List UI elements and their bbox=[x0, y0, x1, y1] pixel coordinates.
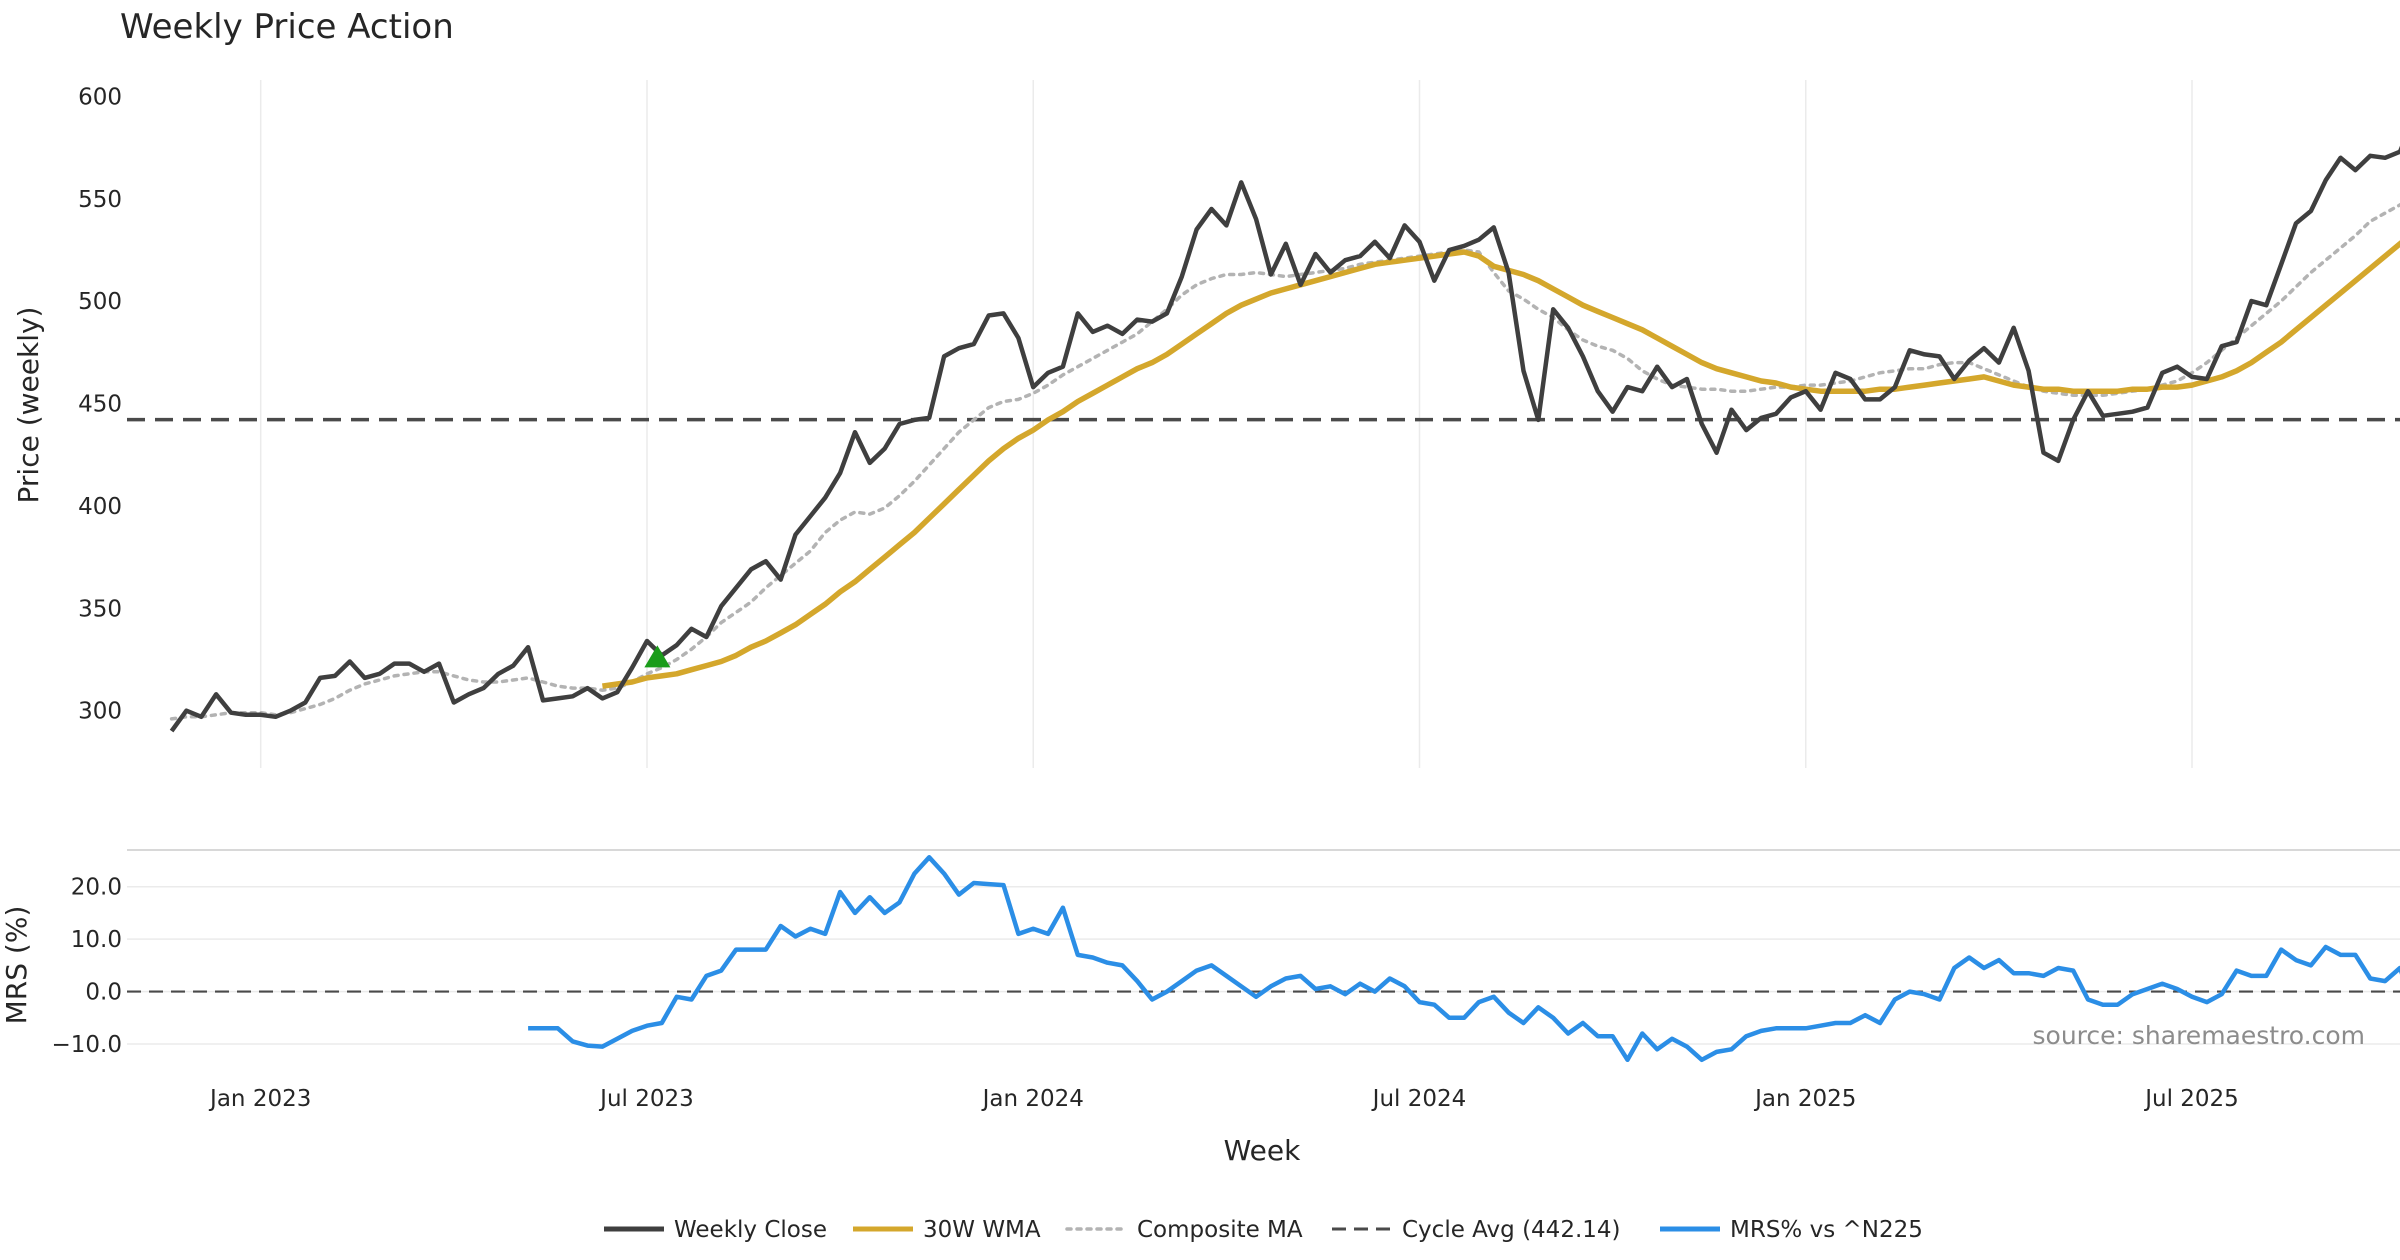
source-label: source: sharemaestro.com bbox=[2033, 1021, 2366, 1050]
chart-title: Weekly Price Action bbox=[120, 7, 454, 47]
mrs-ytick-label: 10.0 bbox=[71, 927, 122, 953]
price-panel: Price (weekly) 300 350 400 450 500 550 600 bbox=[12, 80, 2400, 768]
wma-30w-line bbox=[602, 240, 2400, 689]
price-ytick-label: 500 bbox=[78, 289, 122, 315]
legend-label: MRS% vs ^N225 bbox=[1730, 1217, 1923, 1243]
weekly-close-line bbox=[169, 145, 2400, 733]
price-ytick-label: 300 bbox=[78, 699, 122, 725]
xtick-label: Jul 2024 bbox=[1371, 1086, 1467, 1112]
price-ytick-label: 450 bbox=[78, 392, 122, 418]
mrs-axis-title: MRS (%) bbox=[0, 906, 33, 1025]
x-axis-title: Week bbox=[1224, 1134, 1301, 1167]
legend-label: Composite MA bbox=[1137, 1217, 1303, 1243]
legend: Weekly Close 30W WMA Composite MA Cycle Avg… bbox=[604, 1217, 1923, 1243]
composite-ma-line bbox=[169, 202, 2400, 721]
mrs-ytick-label: −10.0 bbox=[52, 1032, 122, 1058]
mrs-ytick-label: 0.0 bbox=[85, 980, 122, 1006]
price-ytick-label: 600 bbox=[78, 84, 122, 110]
xtick-label: Jan 2024 bbox=[981, 1086, 1084, 1112]
price-ytick-label: 350 bbox=[78, 596, 122, 622]
mrs-ytick-label: 20.0 bbox=[71, 875, 122, 901]
price-ytick-label: 400 bbox=[78, 494, 122, 520]
buy-signal-marker bbox=[644, 645, 671, 668]
legend-label: Weekly Close bbox=[674, 1217, 827, 1243]
xtick-label: Jan 2023 bbox=[208, 1086, 311, 1112]
mrs-line bbox=[528, 855, 2400, 1063]
legend-label: 30W WMA bbox=[923, 1217, 1041, 1243]
mrs-panel: MRS (%) −10.0 0.0 10.0 20.0 bbox=[0, 849, 2400, 1063]
xtick-label: Jul 2025 bbox=[2143, 1086, 2239, 1112]
price-axis-title: Price (weekly) bbox=[12, 307, 45, 504]
xtick-label: Jan 2025 bbox=[1753, 1086, 1856, 1112]
price-ytick-label: 550 bbox=[78, 187, 122, 213]
legend-label: Cycle Avg (442.14) bbox=[1402, 1217, 1621, 1243]
xtick-label: Jul 2023 bbox=[598, 1086, 694, 1112]
